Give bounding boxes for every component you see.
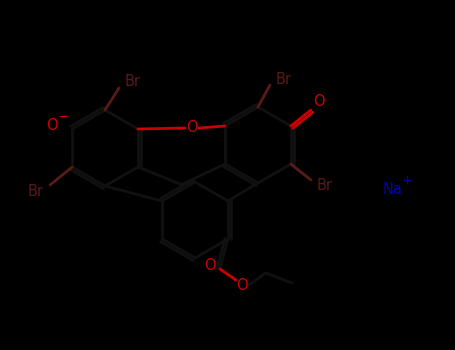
Text: Br: Br — [317, 178, 333, 194]
Text: Br: Br — [28, 183, 44, 198]
Text: O: O — [46, 118, 58, 133]
Text: Br: Br — [125, 75, 141, 90]
Text: +: + — [401, 175, 413, 188]
Text: O: O — [186, 120, 198, 135]
Text: O: O — [236, 278, 248, 293]
Text: Na: Na — [383, 182, 403, 197]
Text: O: O — [204, 258, 216, 273]
Text: −: − — [57, 111, 69, 124]
Text: Br: Br — [276, 71, 292, 86]
Text: O: O — [313, 94, 325, 110]
